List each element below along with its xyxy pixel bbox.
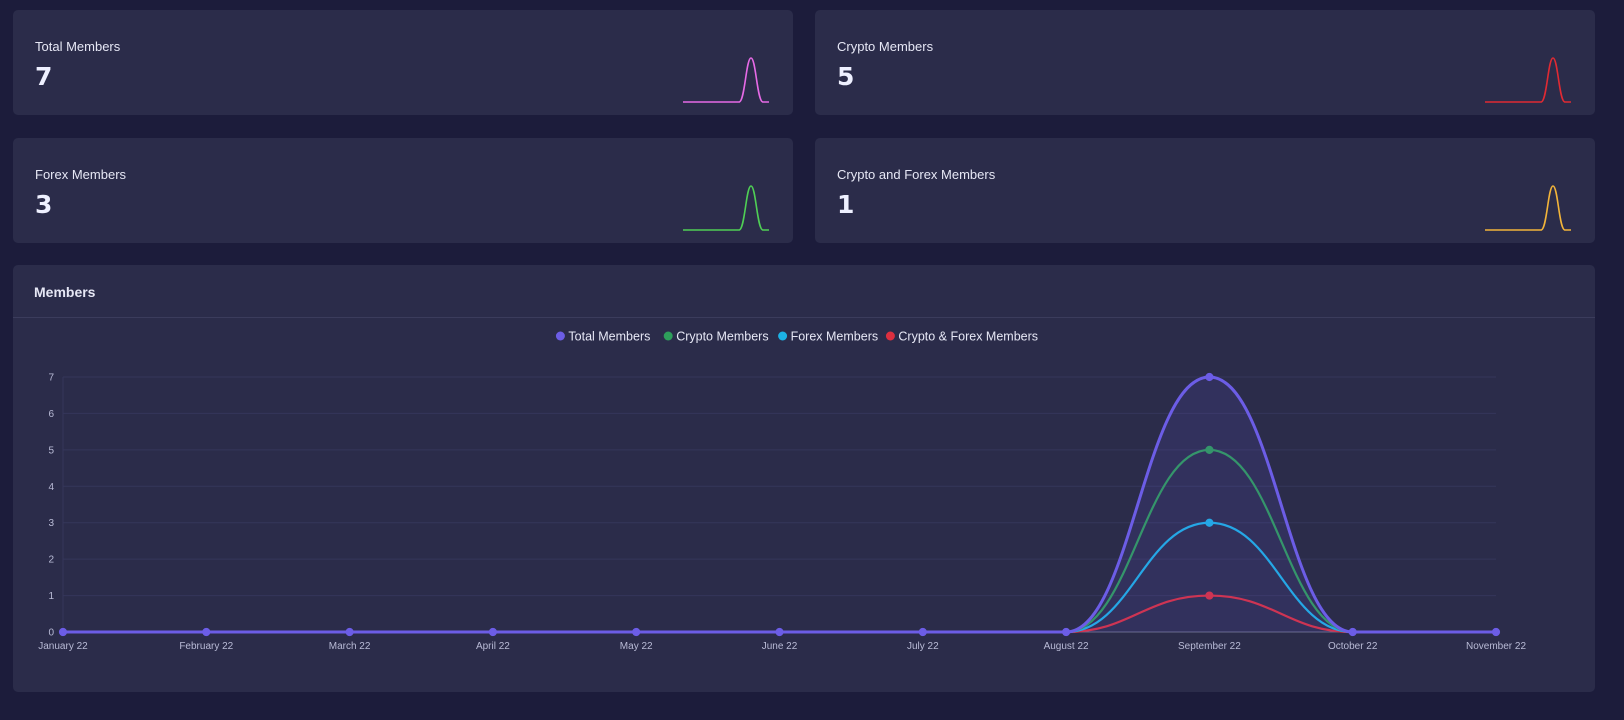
data-point (1205, 372, 1214, 382)
legend-marker (663, 331, 673, 341)
stat-card-label: Total Members (35, 39, 121, 54)
data-point (1491, 627, 1501, 637)
y-tick-label: 2 (48, 555, 54, 566)
panel-title: Members (34, 284, 96, 300)
x-tick-label: August 22 (1044, 641, 1089, 652)
stat-card-crypto-members: Crypto Members 5 (815, 10, 1595, 115)
legend-marker (778, 331, 788, 341)
members-line-chart: 0 1 2 3 4 5 6 7 January 22 February 22 March 22 Apr… (38, 330, 1526, 653)
stat-card-forex-members: Forex Members 3 (13, 138, 793, 243)
stat-card-label: Crypto Members (837, 39, 934, 54)
x-tick-label: May 22 (620, 641, 653, 652)
data-point (58, 627, 68, 637)
sparkline-icon (1485, 185, 1571, 231)
stat-card-value: 1 (837, 190, 855, 219)
x-tick-label: January 22 (38, 641, 88, 652)
x-tick-label: October 22 (1328, 641, 1378, 652)
y-tick-label: 5 (48, 445, 54, 456)
legend-item[interactable]: Forex Members (778, 330, 878, 344)
x-tick-label: April 22 (476, 641, 510, 652)
sparkline-path (1485, 57, 1571, 103)
stat-card-label: Forex Members (35, 167, 127, 182)
x-tick-label: July 22 (907, 641, 939, 652)
stat-card-value: 5 (837, 62, 855, 91)
legend-item[interactable]: Total Members (555, 330, 650, 344)
y-tick-label: 0 (48, 628, 54, 639)
data-point (1062, 627, 1071, 637)
x-tick-label: September 22 (1178, 641, 1241, 652)
stat-card-crypto-forex-members: Crypto and Forex Members 1 (815, 138, 1595, 243)
stat-card-label: Crypto and Forex Members (837, 167, 996, 182)
data-point (1205, 518, 1214, 527)
data-point (345, 627, 354, 637)
data-point (202, 627, 211, 637)
sparkline-icon (683, 185, 769, 231)
legend-label: Forex Members (791, 330, 879, 344)
legend-label: Total Members (568, 330, 650, 344)
y-tick-label: 1 (48, 591, 54, 602)
x-tick-label: June 22 (762, 641, 798, 652)
legend-label: Crypto & Forex Members (898, 330, 1038, 344)
data-point (1205, 591, 1214, 600)
series-total-members (58, 372, 1501, 637)
legend-marker (885, 331, 895, 341)
x-tick-label: February 22 (179, 641, 233, 652)
data-point (1205, 445, 1214, 454)
data-point (488, 627, 497, 637)
data-point (918, 627, 927, 637)
legend-item[interactable]: Crypto & Forex Members (885, 330, 1038, 344)
y-tick-label: 4 (48, 482, 54, 493)
data-point (1348, 627, 1357, 637)
series-area (63, 377, 1496, 632)
stat-card-total-members: Total Members 7 (13, 10, 793, 115)
series-line (63, 375, 1496, 634)
stat-card-value: 3 (35, 190, 53, 219)
data-point (775, 627, 784, 637)
sparkline-icon (1485, 57, 1571, 103)
legend-marker (555, 331, 565, 341)
sparkline-path (1485, 185, 1571, 231)
sparkline-path (683, 185, 769, 231)
x-tick-label: March 22 (329, 641, 371, 652)
legend-label: Crypto Members (676, 330, 768, 344)
y-tick-label: 7 (48, 373, 54, 384)
sparkline-icon (683, 57, 769, 103)
data-point (632, 627, 641, 637)
y-tick-label: 6 (48, 409, 54, 420)
x-tick-label: November 22 (1466, 641, 1526, 652)
stat-card-value: 7 (35, 62, 53, 91)
panel-divider (13, 317, 1595, 318)
y-tick-label: 3 (48, 518, 54, 529)
sparkline-path (683, 57, 769, 103)
members-chart-panel: Members 0 1 2 3 4 5 6 7 January 22 February 22 Mar… (13, 265, 1595, 692)
legend-item[interactable]: Crypto Members (663, 330, 769, 344)
